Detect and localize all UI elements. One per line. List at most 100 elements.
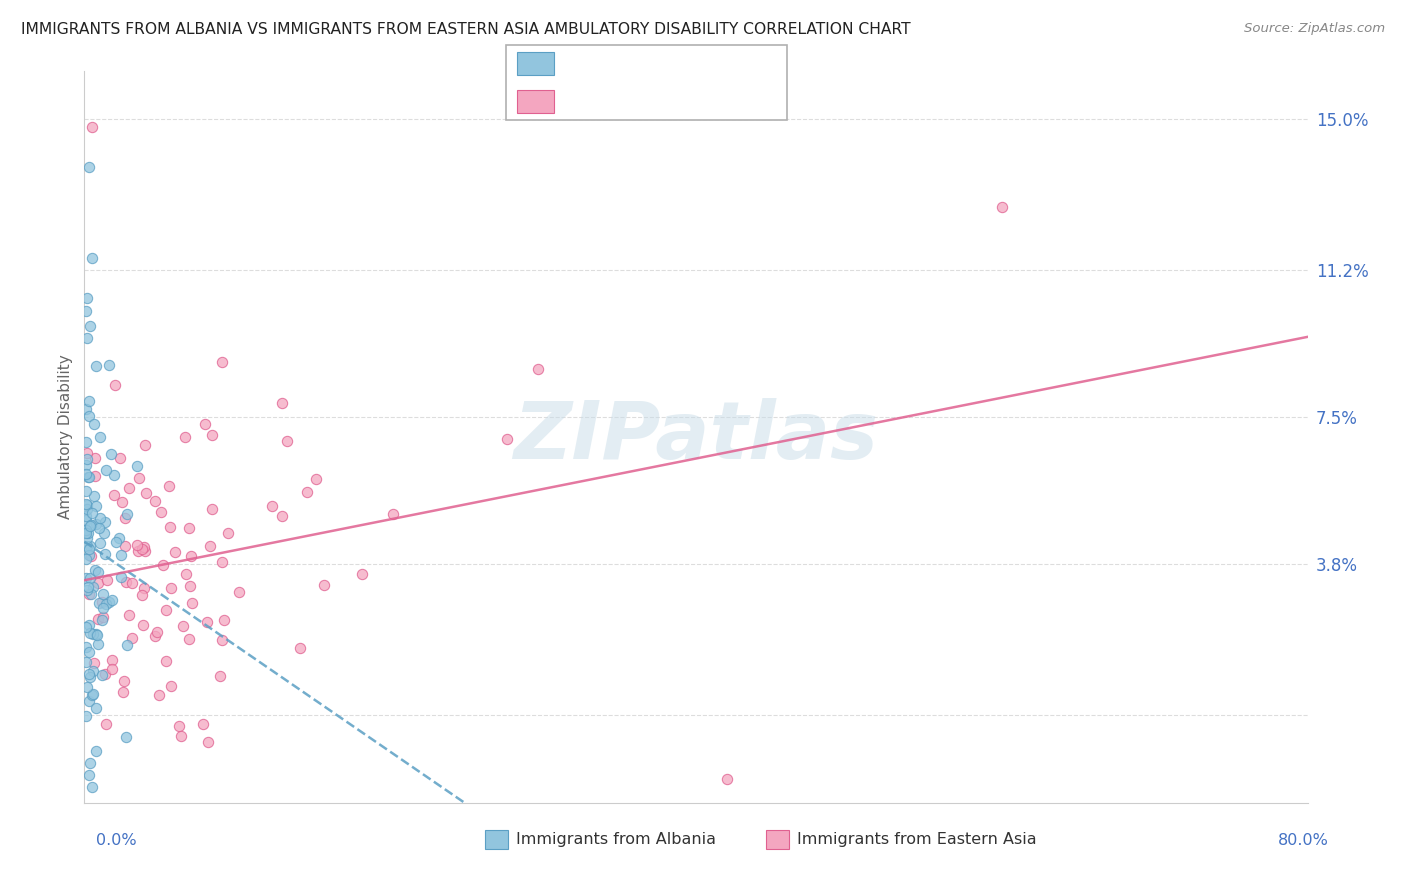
Point xyxy=(212,613,235,627)
Point xyxy=(75,655,97,669)
Point xyxy=(84,450,107,465)
Point xyxy=(79,670,101,684)
Point xyxy=(77,470,100,484)
Point xyxy=(75,571,97,585)
Point xyxy=(112,674,135,689)
Point xyxy=(143,493,166,508)
Point xyxy=(132,540,155,554)
Point xyxy=(89,430,111,444)
Point xyxy=(179,579,201,593)
Text: 91: 91 xyxy=(709,93,733,111)
Point xyxy=(75,497,97,511)
Point xyxy=(260,499,283,513)
Point xyxy=(118,607,141,622)
Point xyxy=(91,601,114,615)
Point xyxy=(80,688,103,702)
Point xyxy=(76,501,98,516)
Point xyxy=(82,627,104,641)
Point xyxy=(75,523,97,537)
Point xyxy=(82,664,104,678)
Point xyxy=(77,525,100,540)
Point xyxy=(76,498,98,512)
Point xyxy=(79,625,101,640)
Text: 0.312: 0.312 xyxy=(607,93,662,111)
Point xyxy=(75,640,97,655)
Point xyxy=(84,627,107,641)
Point xyxy=(114,539,136,553)
Point xyxy=(101,653,124,667)
Point xyxy=(167,719,190,733)
Point xyxy=(89,511,111,525)
Point xyxy=(177,632,200,646)
Point xyxy=(77,409,100,423)
Point xyxy=(217,526,239,541)
Point xyxy=(76,452,98,467)
Point xyxy=(77,694,100,708)
Point xyxy=(132,618,155,632)
Point xyxy=(79,571,101,585)
Point xyxy=(84,563,107,577)
Point xyxy=(103,488,125,502)
Point xyxy=(84,517,107,532)
Point xyxy=(181,596,204,610)
Point xyxy=(75,304,97,318)
Point xyxy=(77,160,100,174)
Point xyxy=(146,624,169,639)
Text: N =: N = xyxy=(666,93,706,111)
Point xyxy=(104,535,127,549)
Point xyxy=(112,685,135,699)
Point xyxy=(114,731,136,745)
Point xyxy=(127,459,149,474)
Point xyxy=(75,467,97,482)
Point xyxy=(297,485,319,500)
Point xyxy=(93,526,115,541)
Point xyxy=(77,618,100,632)
Text: 0.052: 0.052 xyxy=(607,54,662,72)
Point xyxy=(86,628,108,642)
Point xyxy=(118,481,141,495)
Point xyxy=(77,542,100,557)
Point xyxy=(107,532,129,546)
Point xyxy=(76,582,98,597)
Point xyxy=(211,633,233,648)
Bar xyxy=(517,52,554,75)
Point xyxy=(84,359,107,374)
Point xyxy=(87,565,110,579)
Point xyxy=(193,417,215,431)
Point xyxy=(96,597,118,611)
Point xyxy=(121,575,143,590)
Point xyxy=(77,548,100,562)
Point xyxy=(91,668,114,682)
Point xyxy=(195,615,218,629)
Point xyxy=(174,566,197,581)
Point xyxy=(80,587,103,601)
Point xyxy=(77,645,100,659)
Point xyxy=(75,435,97,450)
Text: R =: R = xyxy=(565,54,603,72)
Point xyxy=(80,120,103,134)
Point xyxy=(131,588,153,602)
Point xyxy=(79,540,101,554)
Point xyxy=(201,427,224,442)
Text: Source: ZipAtlas.com: Source: ZipAtlas.com xyxy=(1244,22,1385,36)
Point xyxy=(103,467,125,482)
Point xyxy=(80,251,103,265)
Point xyxy=(89,536,111,550)
Point xyxy=(288,641,311,656)
Point xyxy=(270,395,292,409)
Point xyxy=(115,507,138,521)
Point xyxy=(77,581,100,595)
Point xyxy=(77,394,100,409)
Text: 80.0%: 80.0% xyxy=(1278,833,1329,847)
Point xyxy=(174,430,197,444)
Point xyxy=(110,495,132,509)
Text: Immigrants from Eastern Asia: Immigrants from Eastern Asia xyxy=(797,832,1036,847)
Point xyxy=(75,524,97,538)
Point xyxy=(101,662,124,676)
Point xyxy=(82,580,104,594)
Point xyxy=(276,434,298,448)
Point xyxy=(121,632,143,646)
Point xyxy=(134,438,156,452)
Point xyxy=(131,541,153,556)
Point xyxy=(75,552,97,566)
